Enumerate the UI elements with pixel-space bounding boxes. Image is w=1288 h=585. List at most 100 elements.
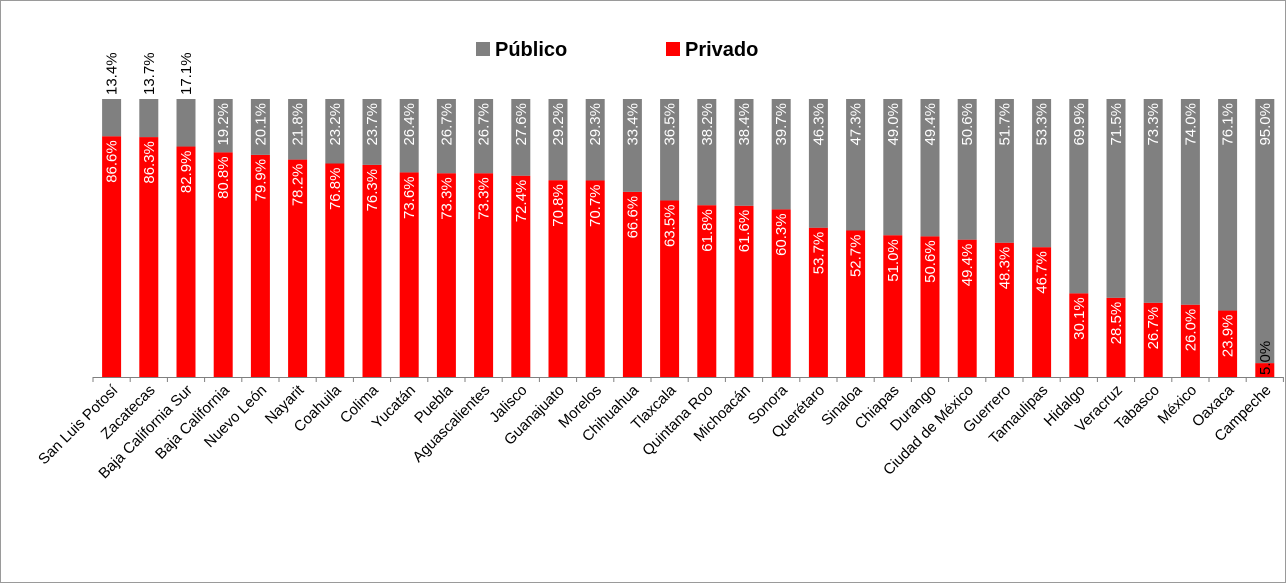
label-privado-sinaloa: 52.7%	[848, 234, 865, 277]
legend-label-privado: Privado	[685, 39, 758, 61]
label-publico-zacatecas: 13.7%	[141, 52, 158, 95]
label-privado-veracruz: 28.5%	[1108, 302, 1125, 345]
bar-publico-veracruz	[1106, 99, 1126, 298]
label-privado-durango: 50.6%	[922, 240, 939, 283]
bar-publico-nuevo-leon	[250, 99, 270, 155]
label-publico-morelos: 29.3%	[587, 103, 604, 146]
label-privado-hidalgo: 30.1%	[1071, 297, 1088, 340]
label-privado-yucatan: 73.6%	[401, 176, 418, 219]
bar-publico-nayarit	[288, 99, 308, 160]
bar-publico-hidalgo	[1069, 99, 1089, 294]
bar-privado-guerrero	[994, 242, 1014, 377]
bar-privado-campeche	[1255, 363, 1275, 377]
label-publico-queretaro: 46.3%	[810, 103, 827, 146]
bar-publico-tlaxcala	[660, 99, 680, 201]
bar-publico-coahuila	[325, 99, 345, 164]
bar-privado-hidalgo	[1069, 293, 1089, 377]
bar-publico-oaxaca	[1218, 99, 1238, 311]
label-privado-morelos: 70.7%	[587, 184, 604, 227]
label-privado-tlaxcala: 63.5%	[662, 204, 679, 247]
bar-privado-queretaro	[808, 227, 828, 377]
bar-publico-michoacan	[734, 99, 754, 206]
label-publico-chiapas: 49.0%	[885, 103, 902, 146]
bar-privado-baja-california	[213, 152, 233, 377]
bar-publico-san-luis-potosi	[102, 99, 122, 137]
label-publico-quintana-roo: 38.2%	[699, 103, 716, 146]
bar-privado-nayarit	[288, 159, 308, 377]
bar-publico-tabasco	[1143, 99, 1163, 303]
label-privado-chihuahua: 66.6%	[624, 196, 641, 239]
bar-privado-michoacan	[734, 205, 754, 377]
label-publico-hidalgo: 69.9%	[1071, 103, 1088, 146]
bar-privado-colima	[362, 164, 382, 377]
label-publico-baja-california: 19.2%	[215, 103, 232, 146]
bar-privado-oaxaca	[1218, 310, 1238, 377]
label-publico-mexico: 74.0%	[1182, 103, 1199, 146]
label-privado-campeche: 5.0%	[1257, 341, 1274, 375]
label-publico-yucatan: 26.4%	[401, 103, 418, 146]
bar-publico-tamaulipas	[1032, 99, 1052, 248]
bar-publico-aguascalientes	[474, 99, 494, 174]
label-privado-zacatecas: 86.3%	[141, 141, 158, 184]
bar-privado-tabasco	[1143, 302, 1163, 377]
legend-swatch-publico	[476, 42, 490, 56]
bar-privado-veracruz	[1106, 297, 1126, 377]
label-privado-oaxaca: 23.9%	[1220, 315, 1237, 358]
bar-privado-durango	[920, 236, 940, 377]
label-publico-chihuahua: 33.4%	[624, 103, 641, 146]
label-privado-chiapas: 51.0%	[885, 239, 902, 282]
bar-privado-sonora	[771, 209, 791, 377]
bar-privado-puebla	[436, 173, 456, 377]
bar-privado-yucatan	[399, 172, 419, 377]
bar-publico-baja-california-sur	[176, 99, 196, 147]
label-publico-tamaulipas: 53.3%	[1034, 103, 1051, 146]
label-privado-ciudad-de-mexico: 49.4%	[959, 244, 976, 287]
label-privado-michoacan: 61.6%	[736, 210, 753, 253]
bar-privado-quintana-roo	[697, 205, 717, 377]
bar-privado-zacatecas	[139, 137, 159, 377]
bar-privado-mexico	[1180, 304, 1200, 377]
label-privado-baja-california-sur: 82.9%	[178, 151, 195, 194]
label-publico-nayarit: 21.8%	[290, 103, 307, 146]
label-publico-guanajuato: 29.2%	[550, 103, 567, 146]
label-publico-ciudad-de-mexico: 50.6%	[959, 103, 976, 146]
bar-privado-jalisco	[511, 175, 531, 377]
bar-publico-chiapas	[883, 99, 903, 236]
label-publico-tabasco: 73.3%	[1145, 103, 1162, 146]
label-publico-michoacan: 38.4%	[736, 103, 753, 146]
bar-privado-baja-california-sur	[176, 146, 196, 377]
label-privado-baja-california: 80.8%	[215, 156, 232, 199]
bar-publico-campeche	[1255, 99, 1275, 364]
bar-publico-jalisco	[511, 99, 531, 176]
label-publico-jalisco: 27.6%	[513, 103, 530, 146]
bar-publico-morelos	[585, 99, 605, 181]
bar-privado-guanajuato	[548, 180, 568, 377]
legend-label-publico: Público	[495, 39, 567, 61]
bar-publico-mexico	[1180, 99, 1200, 305]
bar-publico-guerrero	[994, 99, 1014, 243]
label-privado-mexico: 26.0%	[1182, 309, 1199, 352]
label-publico-sonora: 39.7%	[773, 103, 790, 146]
bar-privado-san-luis-potosi	[102, 136, 122, 377]
label-publico-oaxaca: 76.1%	[1220, 103, 1237, 146]
label-publico-guerrero: 51.7%	[996, 103, 1013, 146]
bar-publico-chihuahua	[622, 99, 642, 192]
bar-privado-chihuahua	[622, 191, 642, 377]
label-privado-tamaulipas: 46.7%	[1034, 251, 1051, 294]
label-privado-san-luis-potosi: 86.6%	[104, 140, 121, 183]
label-publico-veracruz: 71.5%	[1108, 103, 1125, 146]
bar-publico-quintana-roo	[697, 99, 717, 206]
label-publico-tlaxcala: 36.5%	[662, 103, 679, 146]
label-privado-guerrero: 48.3%	[996, 247, 1013, 290]
label-publico-baja-california-sur: 17.1%	[178, 52, 195, 95]
label-privado-tabasco: 26.7%	[1145, 307, 1162, 350]
label-privado-queretaro: 53.7%	[810, 232, 827, 275]
bar-publico-sonora	[771, 99, 791, 210]
bar-publico-guanajuato	[548, 99, 568, 181]
label-publico-san-luis-potosi: 13.4%	[104, 52, 121, 95]
x-axis	[92, 377, 1284, 382]
label-privado-guanajuato: 70.8%	[550, 184, 567, 227]
